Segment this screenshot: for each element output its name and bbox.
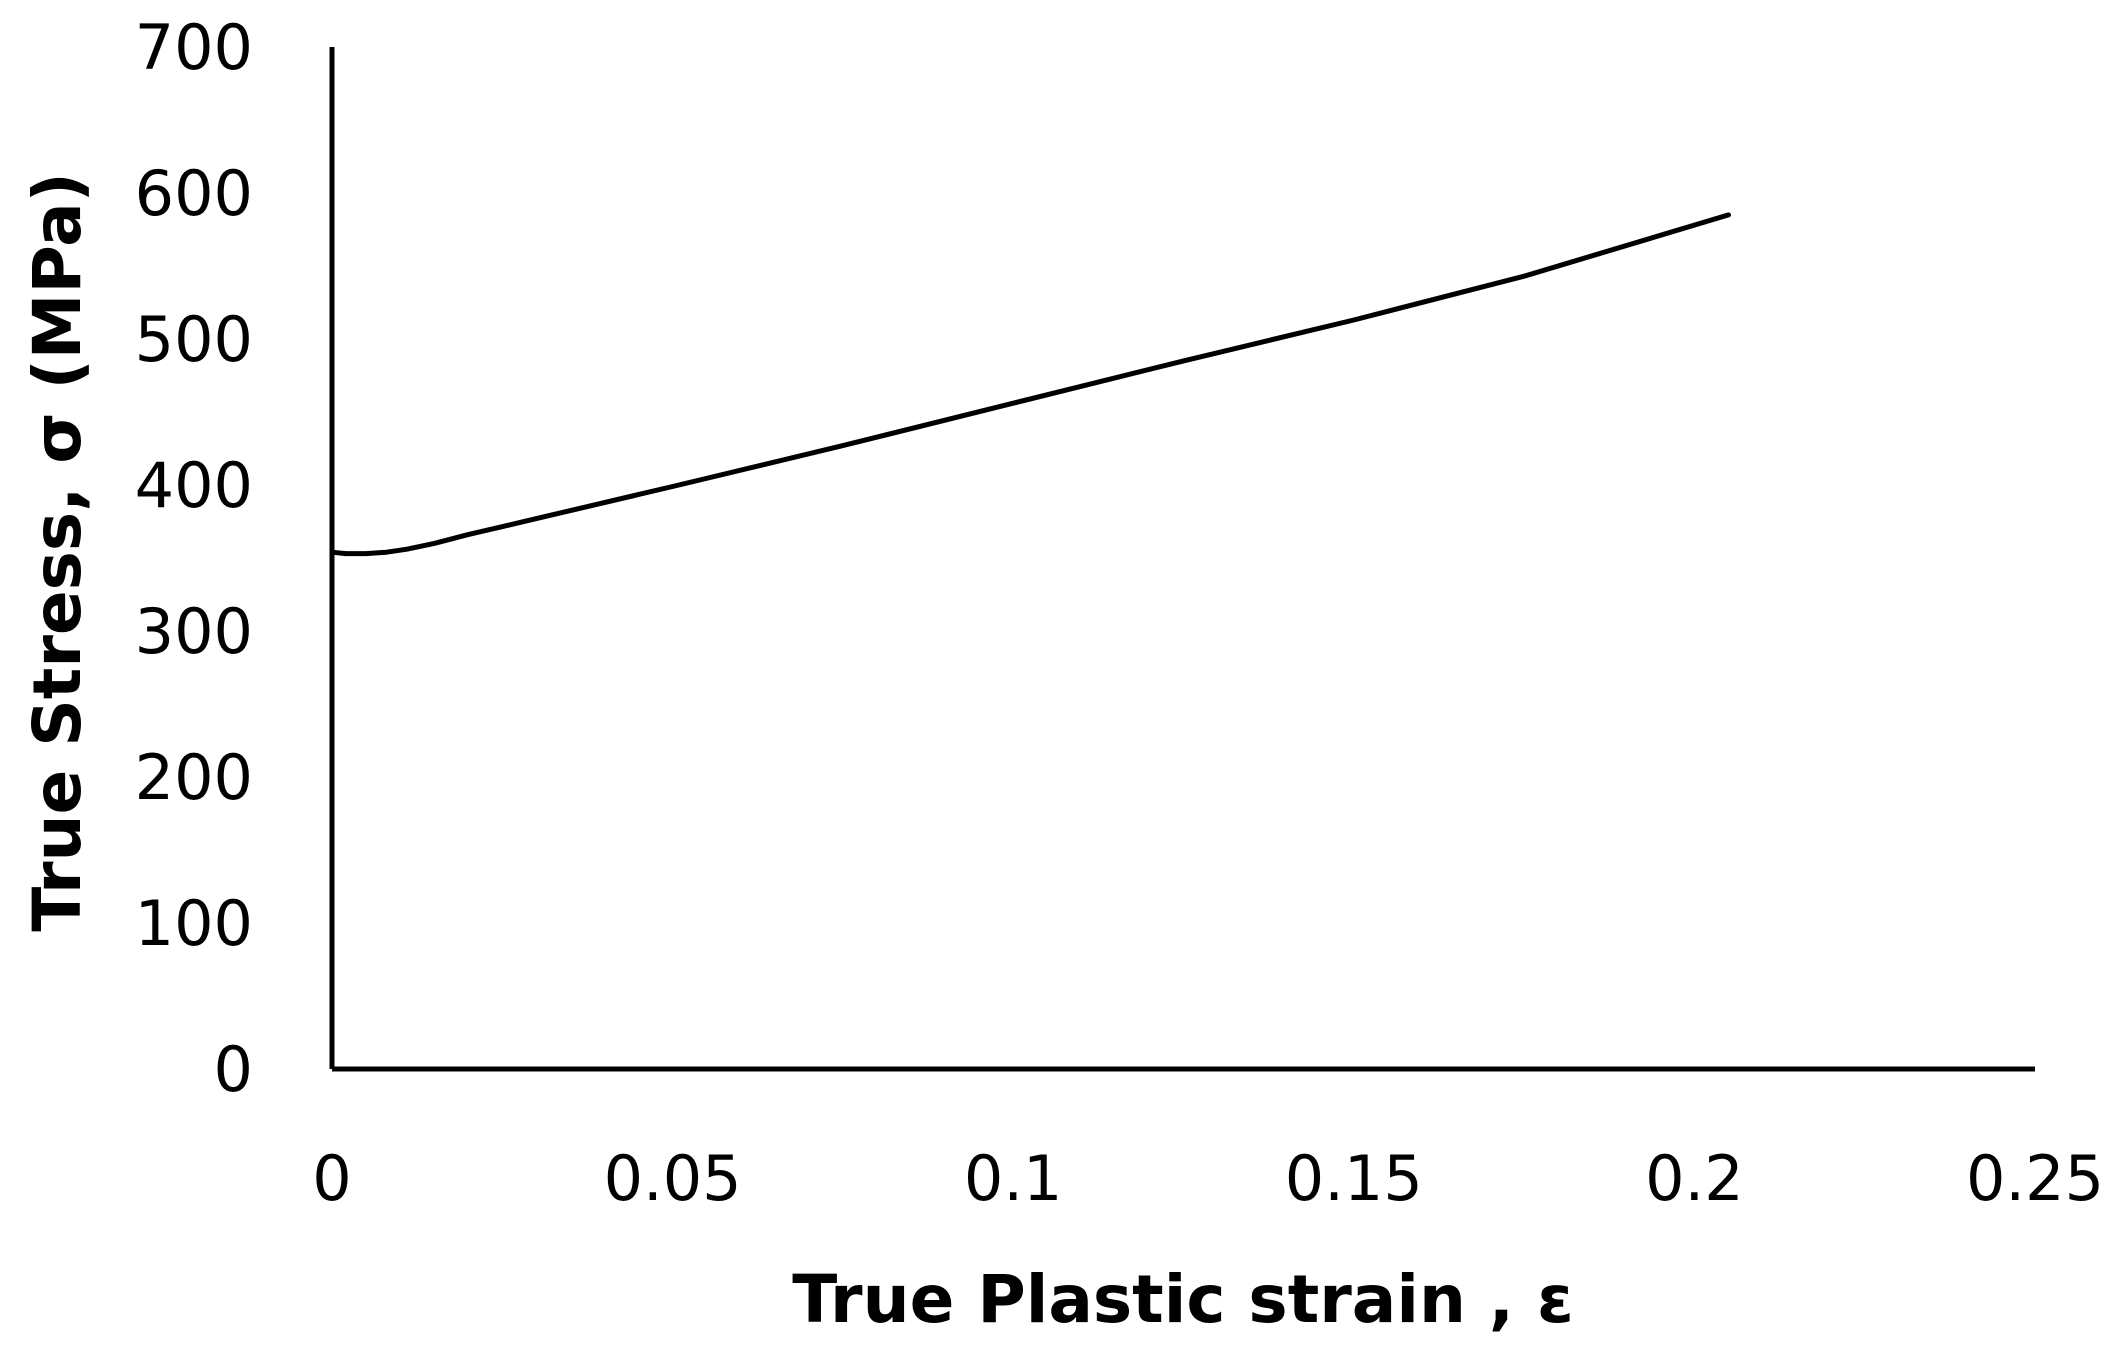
y-tick-label: 400 <box>135 449 253 522</box>
y-tick-label: 0 <box>214 1033 253 1106</box>
x-tick-label: 0.1 <box>964 1142 1063 1215</box>
series-group <box>329 212 1731 557</box>
x-tick-label: 0.15 <box>1285 1142 1423 1215</box>
y-tick-label: 300 <box>135 595 253 668</box>
y-tick-label: 700 <box>135 11 253 84</box>
x-axis-title: True Plastic strain , ε <box>792 1261 1573 1338</box>
y-tick-label: 600 <box>135 157 253 230</box>
y-tick-label: 500 <box>135 303 253 376</box>
y-tick-label: 200 <box>135 741 253 814</box>
series-line <box>329 212 1731 557</box>
x-tick-label: 0.25 <box>1966 1142 2104 1215</box>
y-tick-labels: 0 100 200 300 400 500 600 700 <box>135 11 253 1106</box>
x-tick-label: 0.2 <box>1645 1142 1744 1215</box>
y-tick-label: 100 <box>135 887 253 960</box>
x-tick-label: 0.05 <box>604 1142 742 1215</box>
x-tick-labels: 0 0.05 0.1 0.15 0.2 0.25 <box>312 1142 2104 1215</box>
y-axis-title: True Stress, σ (MPa) <box>19 172 96 932</box>
x-tick-label: 0 <box>312 1142 351 1215</box>
